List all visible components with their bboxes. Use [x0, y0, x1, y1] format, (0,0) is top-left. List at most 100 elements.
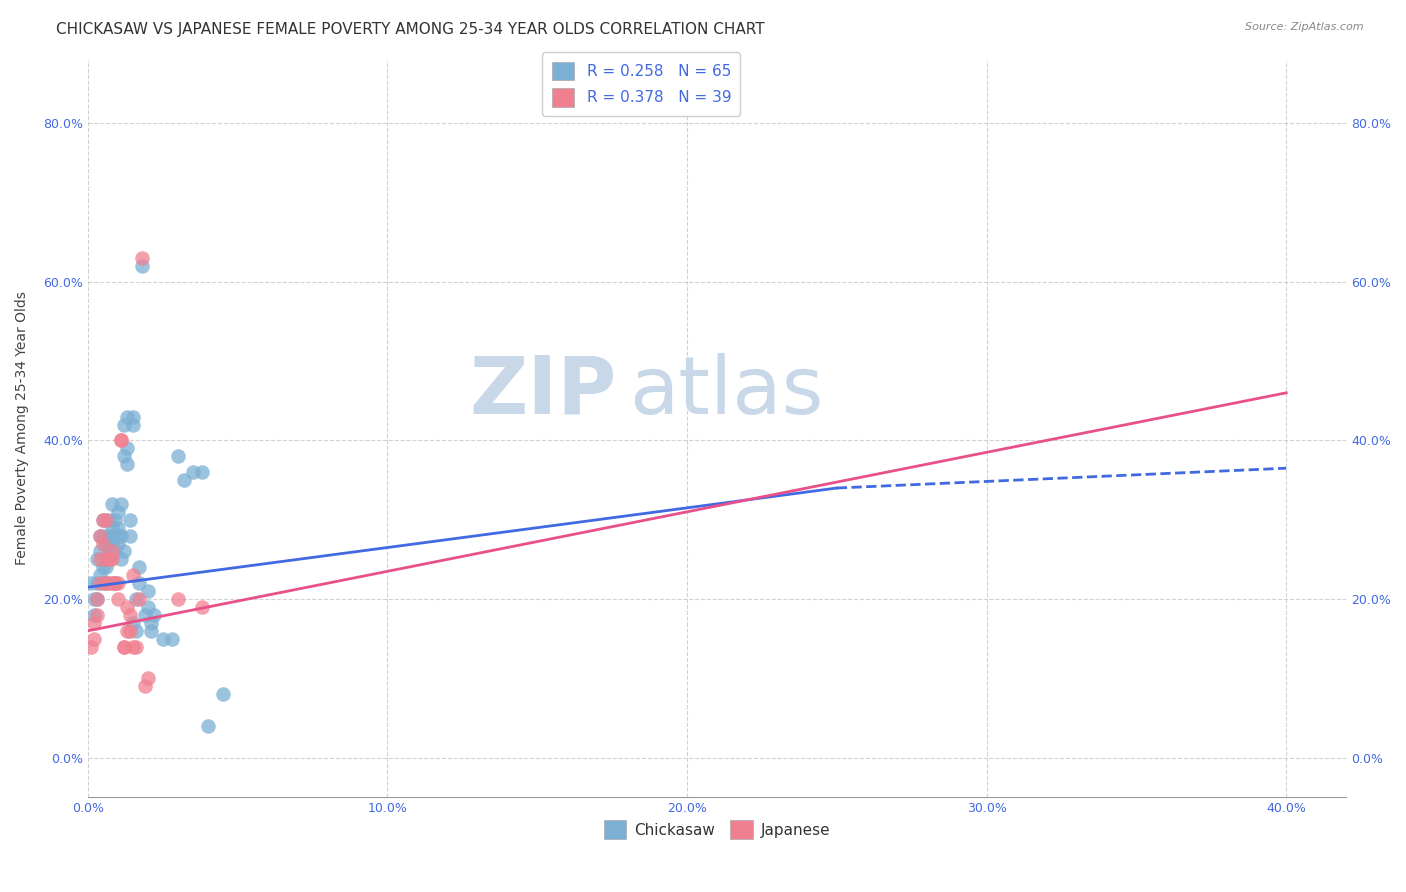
Point: [110, 497, 132, 511]
Point: [89, 552, 111, 566]
Point: [121, 568, 143, 582]
Point: [121, 417, 143, 432]
Point: [89, 568, 111, 582]
Point: [139, 615, 162, 630]
Point: [115, 442, 138, 456]
Point: [166, 450, 188, 464]
Point: [107, 592, 129, 607]
Point: [112, 640, 135, 654]
Point: [118, 624, 141, 638]
Point: [115, 600, 138, 615]
Point: [94, 536, 117, 550]
Point: [107, 505, 129, 519]
Point: [97, 544, 120, 558]
Text: CHICKASAW VS JAPANESE FEMALE POVERTY AMONG 25-34 YEAR OLDS CORRELATION CHART: CHICKASAW VS JAPANESE FEMALE POVERTY AMO…: [56, 22, 765, 37]
Point: [94, 513, 117, 527]
Point: [197, 719, 219, 733]
Point: [128, 576, 150, 591]
Point: [190, 600, 212, 615]
Point: [89, 528, 111, 542]
Point: [125, 624, 148, 638]
Point: [118, 607, 141, 622]
Point: [121, 640, 143, 654]
Point: [136, 584, 159, 599]
Point: [118, 513, 141, 527]
Point: [125, 592, 148, 607]
Point: [100, 497, 122, 511]
Point: [100, 536, 122, 550]
Point: [115, 457, 138, 471]
Point: [91, 560, 114, 574]
Point: [181, 465, 204, 479]
Point: [173, 473, 195, 487]
Point: [94, 560, 117, 574]
Point: [94, 576, 117, 591]
Text: Source: ZipAtlas.com: Source: ZipAtlas.com: [1246, 22, 1364, 32]
Point: [104, 513, 127, 527]
Point: [112, 417, 135, 432]
Point: [100, 528, 122, 542]
Point: [139, 624, 162, 638]
Point: [134, 679, 156, 693]
Point: [100, 552, 122, 566]
Point: [97, 528, 120, 542]
Text: ZIP: ZIP: [470, 352, 616, 431]
Point: [86, 592, 108, 607]
Point: [112, 450, 135, 464]
Point: [118, 528, 141, 542]
Point: [89, 576, 111, 591]
Point: [110, 434, 132, 448]
Point: [89, 544, 111, 558]
Point: [142, 607, 165, 622]
Point: [211, 687, 233, 701]
Point: [86, 592, 108, 607]
Point: [112, 544, 135, 558]
Point: [97, 576, 120, 591]
Point: [104, 544, 127, 558]
Point: [166, 592, 188, 607]
Point: [80, 640, 103, 654]
Point: [152, 632, 174, 646]
Point: [83, 632, 105, 646]
Point: [100, 521, 122, 535]
Point: [121, 615, 143, 630]
Point: [121, 409, 143, 424]
Point: [100, 544, 122, 558]
Point: [97, 552, 120, 566]
Point: [128, 592, 150, 607]
Point: [83, 607, 105, 622]
Point: [83, 592, 105, 607]
Point: [115, 624, 138, 638]
Point: [91, 513, 114, 527]
Point: [134, 607, 156, 622]
Point: [100, 576, 122, 591]
Point: [94, 552, 117, 566]
Point: [91, 513, 114, 527]
Point: [91, 576, 114, 591]
Point: [107, 536, 129, 550]
Point: [136, 600, 159, 615]
Point: [91, 536, 114, 550]
Point: [94, 552, 117, 566]
Point: [115, 409, 138, 424]
Point: [107, 576, 129, 591]
Point: [110, 528, 132, 542]
Point: [86, 552, 108, 566]
Point: [131, 251, 153, 265]
Point: [160, 632, 183, 646]
Point: [128, 560, 150, 574]
Point: [91, 528, 114, 542]
Point: [104, 576, 127, 591]
Point: [104, 576, 127, 591]
Point: [94, 576, 117, 591]
Point: [110, 552, 132, 566]
Point: [136, 672, 159, 686]
Point: [89, 528, 111, 542]
Point: [107, 528, 129, 542]
Point: [190, 465, 212, 479]
Point: [83, 615, 105, 630]
Point: [86, 607, 108, 622]
Point: [125, 640, 148, 654]
Point: [86, 576, 108, 591]
Point: [97, 552, 120, 566]
